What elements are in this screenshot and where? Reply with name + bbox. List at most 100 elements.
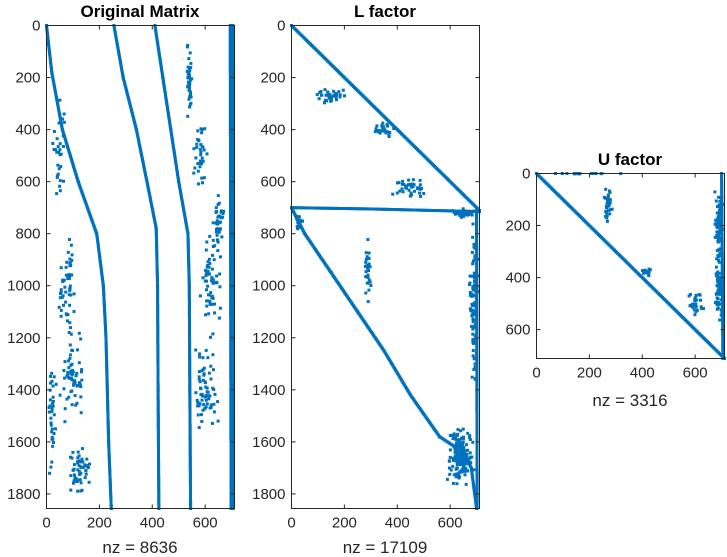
original-matrix-nonzero-marker [76,456,80,460]
l-factor-nonzero-marker [448,448,452,452]
l-factor-nonzero-marker [341,88,345,92]
original-matrix-nonzero-marker [68,284,72,288]
l-factor-nonzero-marker [463,212,467,216]
l-factor-ticks: 0 200 400 600 0 200 400 600 800 1000 1200 1400 1600 1… [252,18,480,532]
l-factor-nonzero-marker [418,183,422,187]
original-matrix-nonzero-marker [70,253,74,257]
l-factor-nonzero-marker [464,453,468,457]
original-matrix-nonzero-marker [215,274,219,278]
original-matrix-nonzero-marker [52,432,56,435]
l-factor-nonzero-marker [364,270,368,274]
original-matrix-nonzero-marker [187,82,191,86]
l-factor-nonzero-marker [454,472,458,476]
original-matrix-nonzero-marker [76,479,79,483]
original-matrix-nonzero-marker [72,463,76,467]
original-matrix-nonzero-marker [79,460,83,464]
original-matrix-y-tick-label: 400 [15,122,40,139]
original-matrix-nonzero-marker [69,372,73,376]
original-matrix-nonzero-marker [219,210,223,214]
original-matrix-nonzero-marker [50,460,54,464]
l-factor-nonzero-marker [460,470,464,474]
u-factor-nonzero-marker [604,205,608,208]
u-factor-nonzero-marker [715,230,719,234]
l-factor-nonzero-marker [367,278,371,282]
l-factor-nonzero-marker [400,182,404,186]
original-matrix-nonzero-marker [61,294,65,298]
original-matrix-nonzero-marker [57,305,61,309]
original-matrix-nonzero-marker [211,278,215,282]
original-matrix-nonzero-marker [68,353,72,357]
original-matrix-nonzero-marker [204,348,208,352]
u-factor-nonzero-marker [717,248,721,252]
original-matrix-nonzero-marker [58,184,62,188]
original-matrix-nonzero-marker [207,272,211,276]
original-matrix-nonzero-marker [207,371,211,375]
original-matrix-nonzero-marker [221,212,225,215]
original-matrix-nonzero-marker [200,131,204,135]
l-factor-nonzero-marker [416,187,420,191]
l-factor-nonzero-marker [453,212,457,216]
original-matrix-nonzero-marker [207,312,211,316]
original-matrix-nonzero-marker [218,285,222,289]
l-factor-nonzero-marker [465,460,468,464]
l-factor-nonzero-marker [452,445,456,448]
original-matrix-nonzero-marker [83,463,87,467]
original-matrix-nonzero-marker [59,266,63,270]
l-factor-nonzero-marker [471,235,475,239]
original-matrix-y-tick-label: 200 [15,70,40,87]
original-matrix-nonzero-marker [198,294,202,298]
u-factor-nonzero-marker [643,268,647,272]
original-matrix-nonzero-marker [65,260,69,264]
l-factor-nonzero-marker [447,459,451,463]
original-matrix-nonzero-marker [50,379,54,383]
l-factor-nonzero-marker [391,192,395,196]
l-factor-nonzero-marker [320,93,324,97]
original-matrix-nonzero-marker [199,153,203,157]
l-factor-nonzero-marker [470,213,474,217]
original-matrix-nonzero-marker [66,374,70,377]
original-matrix-nonzero-marker [81,447,84,451]
u-factor-nonzero-marker [717,218,721,222]
original-matrix-nonzero-marker [61,145,65,148]
original-matrix-nonzero-marker [208,262,212,265]
l-factor-y-tick-label: 1800 [252,486,285,503]
u-factor-nonzero-marker [718,288,722,292]
l-factor-nonzero-marker [470,455,474,459]
original-matrix-nonzero-marker [214,221,218,225]
original-matrix-nonzero-marker [218,272,222,276]
original-matrix-nonzero-marker [202,148,206,152]
original-matrix-nonzero-marker [211,353,215,357]
l-factor-nonzero-marker [459,211,463,215]
original-matrix-nonzero-marker [205,240,209,244]
original-matrix-nonzero-marker [68,343,72,347]
l-factor-nonzero-marker [401,179,405,183]
u-factor-nonzero-marker [719,289,723,293]
l-factor-nonzero-marker [395,191,399,195]
l-factor-nonzero-marker [465,469,469,473]
l-factor-nonzero-marker [458,463,462,467]
original-matrix-nonzero-marker [70,376,73,380]
original-matrix-y-tick-label: 1000 [7,278,40,295]
l-factor-nonzero-marker [323,98,327,102]
l-factor-nonzero-marker [383,129,387,133]
original-matrix-nonzero-marker [195,142,199,146]
l-factor-nonzero-marker [401,190,405,194]
u-factor-nonzero-marker [717,209,721,213]
l-factor-x-tick-label: 200 [332,515,357,532]
original-matrix-nonzero-marker [68,257,72,261]
l-factor-nonzero-marker [317,97,321,101]
original-matrix-nonzero-marker [189,101,193,105]
original-matrix-nonzero-marker [69,264,73,267]
original-matrix-nonzero-marker [85,457,89,461]
original-matrix-nonzero-marker [218,306,222,310]
u-factor-nonzero-marker [647,267,651,271]
l-factor-nonzero-marker [471,222,475,226]
l-factor-nonzero-marker [395,181,399,185]
l-factor-nonzero-marker [298,225,301,229]
original-matrix-nonzero-marker [52,375,56,379]
l-factor-nonzero-marker [467,460,470,463]
l-factor-nonzero-marker [465,456,469,460]
original-matrix-nonzero-marker [72,381,76,385]
l-factor-nonzero-marker [470,294,474,298]
u-factor-nonzero-marker [716,233,720,237]
